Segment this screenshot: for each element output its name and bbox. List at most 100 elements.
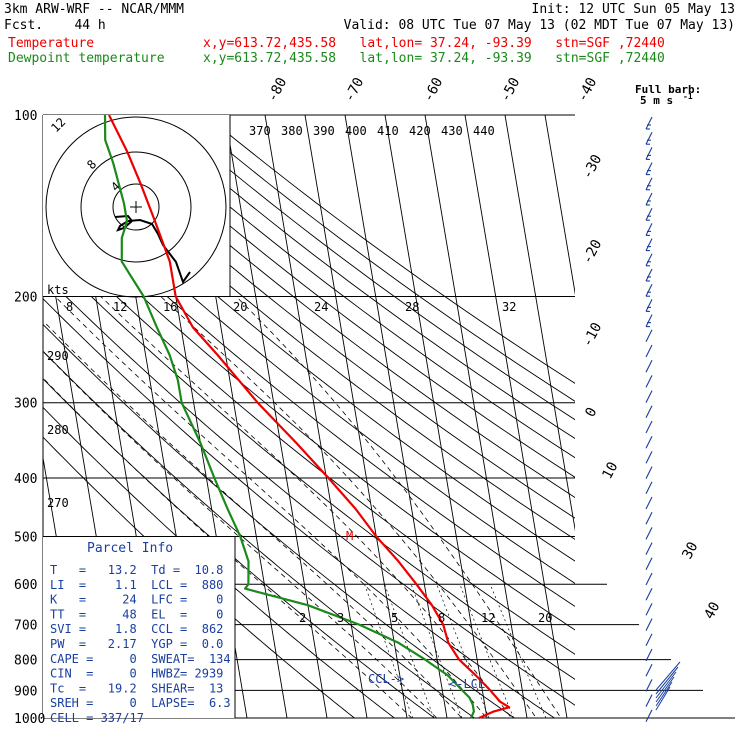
sounding-profiles: M CCL-> <-LCL Parcel Info T = 13.2 Td = 10.8…: [43, 114, 511, 725]
moist-adiabat-24: [160, 296, 537, 718]
mixing-ratio-20: [489, 584, 547, 718]
theta-label-420: 420: [409, 124, 431, 138]
wind-barb: [645, 131, 653, 145]
mixing-ratio-3: [384, 584, 435, 718]
speed-label-32: 32: [502, 300, 516, 314]
temperature-profile: [108, 114, 511, 720]
isotherm--30: [224, 115, 328, 718]
dry-adiabat-310: [43, 273, 575, 706]
wind-barb: [645, 496, 653, 510]
pressure-label-900: 900: [14, 684, 37, 699]
theta-left-label-270: 270: [47, 496, 69, 510]
pressure-label-800: 800: [14, 654, 37, 669]
barb-staff: [645, 496, 653, 510]
level-mark: M: [346, 529, 353, 543]
dewpoint-legend-info: x,y=613.72,435.58 lat,lon= 37.24, -93.39…: [203, 51, 665, 66]
hodograph-ring-small: [112, 183, 160, 231]
wind-barb: [645, 147, 653, 160]
dry-adiabat-270: [43, 378, 436, 718]
wind-barb: [645, 223, 653, 236]
wind-barb: [645, 192, 653, 206]
barb-legend-exponent: -1: [683, 92, 693, 101]
wind-barb: [645, 390, 653, 403]
wind-barb: [645, 481, 653, 495]
barb-staff: [645, 572, 653, 586]
dry-adiabat-380: [43, 117, 575, 540]
barb-staff: [645, 192, 653, 206]
theta-label-370: 370: [249, 124, 271, 138]
barb-staff: [645, 329, 653, 343]
parcel-info-line: K = 24 LFC = 0: [50, 593, 223, 607]
wind-barb: [645, 359, 653, 373]
wind-barb: [645, 207, 653, 221]
barb-staff: [645, 238, 653, 251]
surface-barb: [655, 686, 671, 711]
isotherm-20: [424, 115, 528, 718]
parcel-info-line: CIN = 0 HWBZ= 2939: [50, 667, 223, 681]
speed-label-kts: kts: [47, 283, 69, 297]
parcel-info-title: Parcel Info: [87, 541, 173, 556]
wind-barb: [645, 375, 653, 388]
barb-staff: [645, 344, 653, 358]
parcel-info-line: TT = 48 EL = 0: [50, 607, 223, 621]
forecast-hour: Fcst. 44 h: [4, 18, 106, 33]
barb-legend-line2: 5 m s: [640, 94, 673, 107]
skew-temp-label--40: -40: [574, 75, 600, 105]
skew-temp-label-10: 10: [599, 459, 621, 481]
hodograph-ring-large: [45, 116, 227, 298]
isotherm-30: [464, 115, 568, 718]
barb-staff: [645, 435, 653, 449]
parcel-info-box: Parcel Info T = 13.2 Td = 10.8LI = 1.1 LC…: [43, 537, 236, 725]
hodograph-ring-medium: [80, 151, 192, 263]
isotherm-40: [504, 115, 575, 532]
dewpoint-legend-label: Dewpoint temperature: [8, 51, 165, 66]
barb-staff: [645, 679, 653, 692]
moist-adiabat--6: [43, 377, 413, 718]
mixing-ratio-label-2: 2: [299, 611, 306, 625]
theta-left-label-290: 290: [47, 349, 69, 363]
moist-adiabat-30: [235, 296, 562, 718]
pressure-label-700: 700: [14, 619, 37, 634]
skew-temp-label-0: 0: [582, 405, 600, 420]
barb-staff: [645, 299, 653, 312]
wind-barb: [645, 435, 653, 449]
barb-staff: [645, 618, 653, 631]
isotherm-10: [384, 115, 488, 718]
moist-adiabat-6: [43, 320, 463, 718]
skew-temp-label-40: 40: [701, 599, 723, 621]
dry-adiabat-390: [60, 115, 575, 519]
pressure-label-200: 200: [14, 291, 37, 306]
mixing-ratio-label-8: 8: [438, 611, 445, 625]
surface-barb: [655, 676, 675, 703]
dry-adiabat-370: [43, 137, 575, 562]
wind-barb: [645, 177, 653, 191]
parcel-info-line: CAPE = 0 SWEAT= 134: [50, 652, 231, 666]
barb-staff: [645, 663, 653, 677]
parcel-info-line: CELL = 337/17: [50, 711, 144, 725]
barb-staff: [645, 511, 653, 525]
wind-barb: [645, 314, 653, 328]
barb-staff: [645, 451, 653, 464]
barb-staff: [645, 557, 653, 571]
model-title: 3km ARW-WRF -- NCAR/MMM: [4, 2, 185, 17]
barb-staff: [645, 375, 653, 388]
dry-adiabat-430: [143, 115, 575, 439]
skew-temp-label--10: -10: [579, 320, 605, 350]
surface-barb: [655, 681, 673, 707]
speed-label-12: 12: [113, 300, 127, 314]
mixing-ratio-2: [364, 584, 414, 718]
barb-staff: [645, 648, 653, 662]
wind-barb: [645, 572, 653, 586]
dry-adiabat-400: [80, 115, 575, 499]
barb-staff: [645, 420, 653, 434]
lcl-annotation: <-LCL: [449, 677, 485, 691]
dry-adiabat-460: [205, 115, 575, 384]
parcel-info-line: Tc = 19.2 SHEAR= 13: [50, 681, 223, 695]
dry-adiabat-350: [43, 180, 575, 607]
barb-staff: [645, 314, 653, 327]
barb-legend-line1: Full barb:: [635, 83, 701, 96]
barb-staff: [645, 466, 653, 479]
skew-temp-label--60: -60: [420, 75, 446, 105]
hodograph-trace: [114, 214, 191, 285]
skew-temp-label--20: -20: [579, 237, 605, 267]
